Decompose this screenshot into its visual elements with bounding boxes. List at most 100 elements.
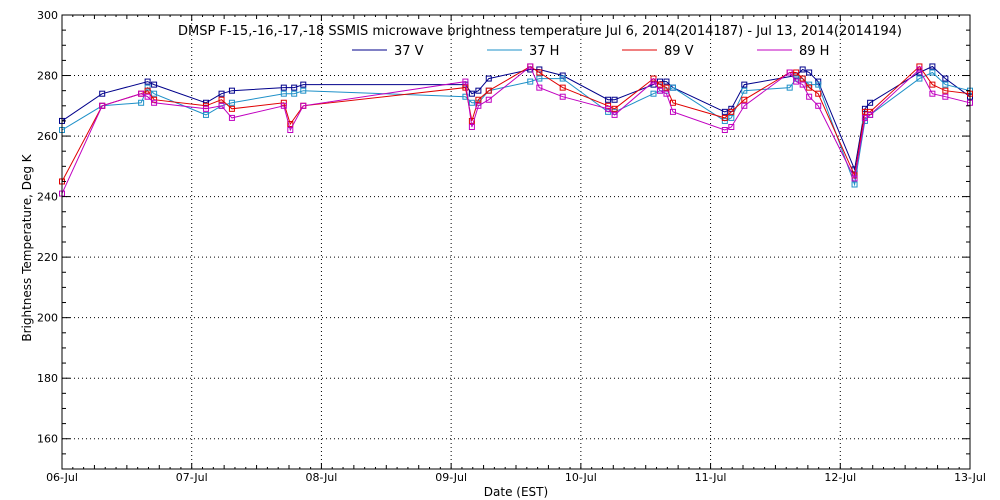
data-point xyxy=(605,105,612,112)
plot-frame xyxy=(61,14,971,470)
data-point xyxy=(799,66,806,73)
x-tick-label: 08-Jul xyxy=(305,471,337,484)
data-point xyxy=(280,99,287,106)
x-tick-label: 06-Jul xyxy=(46,471,78,484)
data-point xyxy=(202,111,209,118)
series-layer xyxy=(59,63,973,197)
data-point xyxy=(228,99,235,106)
data-point xyxy=(300,81,307,88)
data-point xyxy=(741,102,748,109)
x-axis-label: Date (EST) xyxy=(484,485,548,499)
data-point xyxy=(559,72,566,79)
data-point xyxy=(851,175,858,182)
data-point xyxy=(228,105,235,112)
data-point xyxy=(861,105,868,112)
data-point xyxy=(867,111,874,118)
data-point xyxy=(793,78,800,85)
data-point xyxy=(151,99,158,106)
data-point xyxy=(138,99,145,106)
legend-item: 89 H xyxy=(757,44,829,59)
data-point xyxy=(650,90,657,97)
legend-label: 37 H xyxy=(529,44,559,59)
data-point xyxy=(468,99,475,106)
data-point xyxy=(663,84,670,91)
data-point xyxy=(741,96,748,103)
data-point xyxy=(138,90,145,97)
data-point xyxy=(741,81,748,88)
data-point xyxy=(280,102,287,109)
y-tick-label: 280 xyxy=(37,70,58,83)
data-point xyxy=(144,78,151,85)
data-point xyxy=(291,90,298,97)
data-point xyxy=(218,90,225,97)
data-point xyxy=(663,78,670,85)
data-point xyxy=(942,93,949,100)
series-0 xyxy=(59,63,973,173)
data-point xyxy=(536,75,543,82)
data-point xyxy=(728,123,735,130)
data-point xyxy=(300,102,307,109)
y-tick-label: 300 xyxy=(37,9,58,22)
data-point xyxy=(468,117,475,124)
y-tick-label: 220 xyxy=(37,251,58,264)
data-point xyxy=(721,114,728,121)
data-point xyxy=(861,114,868,121)
data-point xyxy=(144,93,151,100)
data-point xyxy=(806,69,813,76)
data-point xyxy=(144,84,151,91)
data-point xyxy=(485,87,492,94)
data-point xyxy=(815,102,822,109)
x-tick-label: 13-Jul xyxy=(954,471,986,484)
data-point xyxy=(99,90,106,97)
data-point xyxy=(806,84,813,91)
x-tick-label: 07-Jul xyxy=(176,471,208,484)
data-point xyxy=(536,69,543,76)
data-point xyxy=(468,123,475,130)
data-point xyxy=(741,87,748,94)
x-tick-label: 12-Jul xyxy=(824,471,856,484)
data-point xyxy=(728,114,735,121)
data-point xyxy=(786,84,793,91)
data-point xyxy=(916,66,923,73)
legend-item: 37 H xyxy=(487,44,559,59)
data-point xyxy=(144,87,151,94)
series-1 xyxy=(59,69,973,188)
data-point xyxy=(815,81,822,88)
data-point xyxy=(611,96,618,103)
x-axis: 06-Jul 07-Jul 08-Jul 09-Jul 10-Jul 11-Jul 12-J… xyxy=(46,15,986,484)
data-point xyxy=(559,93,566,100)
data-point xyxy=(656,81,663,88)
data-point xyxy=(929,69,936,76)
data-point xyxy=(867,99,874,106)
data-point xyxy=(559,84,566,91)
data-point xyxy=(786,69,793,76)
data-point xyxy=(815,78,822,85)
data-point xyxy=(475,87,482,94)
data-point xyxy=(559,75,566,82)
data-point xyxy=(228,114,235,121)
data-point xyxy=(806,93,813,100)
legend-item: 37 V xyxy=(352,44,424,59)
data-point xyxy=(815,90,822,97)
data-point xyxy=(851,181,858,188)
data-point xyxy=(485,75,492,82)
data-point xyxy=(656,87,663,94)
data-point xyxy=(300,87,307,94)
data-point xyxy=(799,75,806,82)
series-line xyxy=(61,65,971,182)
y-axis: 160 180 200 220 240 260 280 300 xyxy=(37,9,970,455)
data-point xyxy=(287,120,294,127)
data-point xyxy=(280,90,287,97)
data-point xyxy=(669,108,676,115)
data-point xyxy=(280,84,287,91)
data-point xyxy=(475,96,482,103)
legend-label: 89 V xyxy=(664,44,694,59)
data-point xyxy=(793,69,800,76)
data-point xyxy=(99,102,106,109)
data-point xyxy=(942,81,949,88)
y-tick-label: 160 xyxy=(37,433,58,446)
data-point xyxy=(942,87,949,94)
y-tick-label: 200 xyxy=(37,312,58,325)
chart-title: DMSP F-15,-16,-17,-18 SSMIS microwave br… xyxy=(178,24,902,39)
